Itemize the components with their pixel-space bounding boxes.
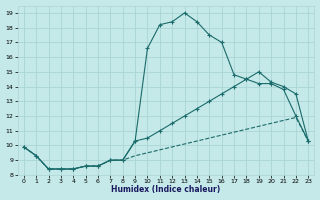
X-axis label: Humidex (Indice chaleur): Humidex (Indice chaleur) xyxy=(111,185,221,194)
